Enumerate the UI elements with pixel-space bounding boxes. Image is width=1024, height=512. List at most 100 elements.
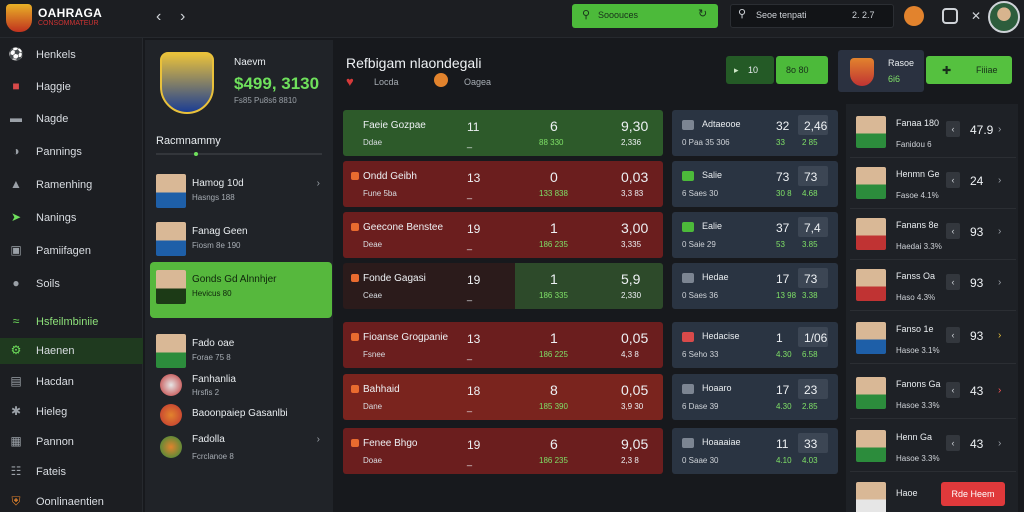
- ranking-row[interactable]: Fadolla Fcrclanoe 8 ›: [150, 430, 332, 470]
- odds-card[interactable]: Hoaaro 6 Dase 39 17 4.30 23 2.85: [672, 374, 838, 420]
- sidebar-item-11[interactable]: ▤ Hacdan: [0, 369, 143, 395]
- sidebar-item-12[interactable]: ✱ Hieleg: [0, 399, 143, 425]
- sidebar-item-3[interactable]: ▬ Nagde: [10, 111, 69, 125]
- info-icon[interactable]: ‹: [946, 274, 960, 290]
- player-row[interactable]: Fanaa 180 Fanidou 6 ‹ 47.9 ›: [850, 108, 1016, 158]
- forward-arrow-icon[interactable]: ›: [180, 8, 186, 25]
- square-icon[interactable]: [942, 8, 958, 24]
- player-row[interactable]: Henmn Ge Fasoe 4.1% ‹ 24 ›: [850, 159, 1016, 209]
- odds-card[interactable]: Hedacise 6 Seho 33 1 4.30 1/06 6.58: [672, 322, 838, 368]
- ranking-row[interactable]: Baoonpaiep Gasanlbi: [150, 402, 332, 428]
- player-row[interactable]: Fanans 8e Haedai 3.3% ‹ 93 ›: [850, 210, 1016, 260]
- team-icon: [682, 222, 694, 232]
- heart-badge-icon: [160, 404, 182, 426]
- tool-icon: ✱: [10, 404, 22, 418]
- odds-box[interactable]: [798, 327, 828, 347]
- player-row[interactable]: Fanons Ga Hasoe 3.3% ‹ 43 ›: [850, 369, 1016, 419]
- header-subtitle-2: Oagea: [464, 77, 492, 87]
- player-avatar: [856, 269, 886, 301]
- odds-card[interactable]: Hoaaaiae 0 Saae 30 11 4.10 33 4.03: [672, 428, 838, 474]
- table-icon: ▤: [10, 374, 22, 388]
- player-row[interactable]: Fanss Oa Haso 4.3% ‹ 93 ›: [850, 261, 1016, 311]
- chevron-right-icon[interactable]: ›: [316, 434, 320, 445]
- team-selector[interactable]: Rasoe 6i6: [838, 50, 924, 92]
- odds-box[interactable]: [798, 433, 828, 453]
- place-bet-button[interactable]: ✚ Fiiiae: [926, 56, 1012, 84]
- sidebar-item-8[interactable]: ● Soils: [0, 271, 143, 297]
- match-card[interactable]: Fenee Bhgo Doae 19 _ 6 186 235 9,05 2,3 8: [343, 428, 663, 474]
- refresh-icon[interactable]: ↻: [698, 8, 708, 20]
- balance-label: Naevm: [234, 57, 266, 68]
- odds-box[interactable]: [798, 166, 828, 186]
- player-row[interactable]: Haoe: [850, 474, 1016, 512]
- odds-button[interactable]: 8o 80: [776, 56, 828, 84]
- search-count: 2. 2.7: [852, 10, 875, 20]
- info-icon[interactable]: ‹: [946, 435, 960, 451]
- car-icon: ▬: [10, 111, 22, 125]
- chevron-right-icon[interactable]: ›: [998, 277, 1002, 288]
- odds-box[interactable]: [798, 379, 828, 399]
- player-row[interactable]: Henn Ga Hasoe 3.3% ‹ 43 ›: [850, 422, 1016, 472]
- shirt-icon: ■: [12, 79, 20, 93]
- match-card[interactable]: Geecone Benstee Deae 19 _ 1 186 235 3,00 3,335: [343, 212, 663, 258]
- ranking-row[interactable]: Fanag Geen Fiosm 8e 190: [150, 214, 332, 262]
- sidebar-item-4[interactable]: ◑ Pannings: [0, 139, 143, 165]
- match-card[interactable]: Bahhaid Dane 18 _ 8 185 390 0,05 3,9 30: [343, 374, 663, 420]
- club-badge-icon: [160, 374, 182, 396]
- top-search-field[interactable]: [572, 4, 718, 28]
- match-icon: [351, 223, 359, 231]
- chevron-right-icon[interactable]: ›: [316, 178, 320, 189]
- player-row[interactable]: Fanso 1e Hasoe 3.1% ‹ 93 ›: [850, 314, 1016, 364]
- odds-box[interactable]: [798, 115, 828, 135]
- odds-card[interactable]: Salie 6 Saes 30 73 30 8 73 4.68: [672, 161, 838, 207]
- sidebar-item-5[interactable]: ▲ Ramenhing: [0, 172, 143, 198]
- match-card[interactable]: Fioanse Grogpanie Fsnee 13 _ 1 186 225 0,05 4,3…: [343, 322, 663, 368]
- brand-name: OAHRAGA: [38, 6, 103, 20]
- info-icon[interactable]: ‹: [946, 172, 960, 188]
- sidebar-item-13[interactable]: ▦ Pannon: [0, 429, 143, 455]
- sidebar-item-6[interactable]: ➤ Nanings: [0, 205, 143, 231]
- plus-icon: ✚: [942, 65, 952, 77]
- ranking-row[interactable]: Fado oae Forae 75 8: [150, 326, 332, 374]
- search-input[interactable]: [730, 4, 894, 28]
- odds-box[interactable]: [798, 217, 828, 237]
- filter-button[interactable]: ▸ 10: [726, 56, 774, 84]
- info-icon[interactable]: ‹: [946, 223, 960, 239]
- info-icon[interactable]: ‹: [946, 382, 960, 398]
- chevron-right-icon[interactable]: ›: [998, 330, 1002, 341]
- brand-logo-icon[interactable]: [6, 4, 32, 32]
- sidebar-item-10[interactable]: ⚙ Haenen: [0, 338, 143, 364]
- chevron-right-icon[interactable]: ›: [998, 438, 1002, 449]
- sidebar-item-1[interactable]: ⚽ Henkels: [8, 47, 76, 61]
- sidebar-item-7[interactable]: ▣ Pamiifagen: [0, 238, 143, 264]
- odds-card[interactable]: Adtaeooe 0 Paa 35 306 32 33 2,46 2 85: [672, 110, 838, 156]
- sidebar-item-14[interactable]: ☷ Fateis: [0, 459, 143, 485]
- sidebar-item-15[interactable]: ⛨ Oonlinaentien: [0, 489, 143, 512]
- odds-card[interactable]: Ealie 0 Saie 29 37 53 7,4 3.85: [672, 212, 838, 258]
- sidebar-item-9[interactable]: ≈ Hsfeilmbiniie: [0, 309, 143, 335]
- user-avatar[interactable]: [988, 1, 1020, 33]
- match-card[interactable]: Faeie Gozpae Ddae 11 _ 6 88 330 9,30 2,336: [343, 110, 663, 156]
- chevron-right-icon[interactable]: ›: [998, 226, 1002, 237]
- chevron-right-icon[interactable]: ›: [998, 385, 1002, 396]
- ranking-row[interactable]: Hamog 10d Hasngs 188 ›: [150, 166, 332, 214]
- calendar-icon: ☷: [10, 464, 22, 478]
- balance-subtitle: Fs85 Pu8s6 8810: [234, 96, 297, 105]
- back-arrow-icon[interactable]: ‹: [156, 8, 162, 25]
- ranking-row-selected[interactable]: Gonds Gd Alnnhjer Hevicus 80: [150, 262, 332, 318]
- info-icon[interactable]: ‹: [946, 327, 960, 343]
- match-card[interactable]: Ondd Geibh Fune 5ba 13 _ 0 133 838 0,03 3,3 83: [343, 161, 663, 207]
- match-card[interactable]: Fonde Gagasi Ceae 19 _ 1 186 335 5,9 2,330: [343, 263, 663, 309]
- chevron-right-icon[interactable]: ›: [998, 175, 1002, 186]
- player-avatar: [856, 167, 886, 199]
- ball-icon[interactable]: [904, 6, 924, 26]
- promo-button[interactable]: Rde Heem: [941, 482, 1005, 506]
- odds-card[interactable]: Hedae 0 Saes 36 17 13 98 73 3.38: [672, 263, 838, 309]
- chevron-right-icon[interactable]: ›: [998, 124, 1002, 135]
- highlight-segment: [515, 263, 663, 309]
- ranking-row[interactable]: Fanhanlia Hrsfis 2: [150, 370, 332, 404]
- sidebar-item-2[interactable]: ■ Haggie: [0, 74, 143, 100]
- info-icon[interactable]: ‹: [946, 121, 960, 137]
- close-icon[interactable]: ✕: [970, 9, 982, 23]
- odds-box[interactable]: [798, 268, 828, 288]
